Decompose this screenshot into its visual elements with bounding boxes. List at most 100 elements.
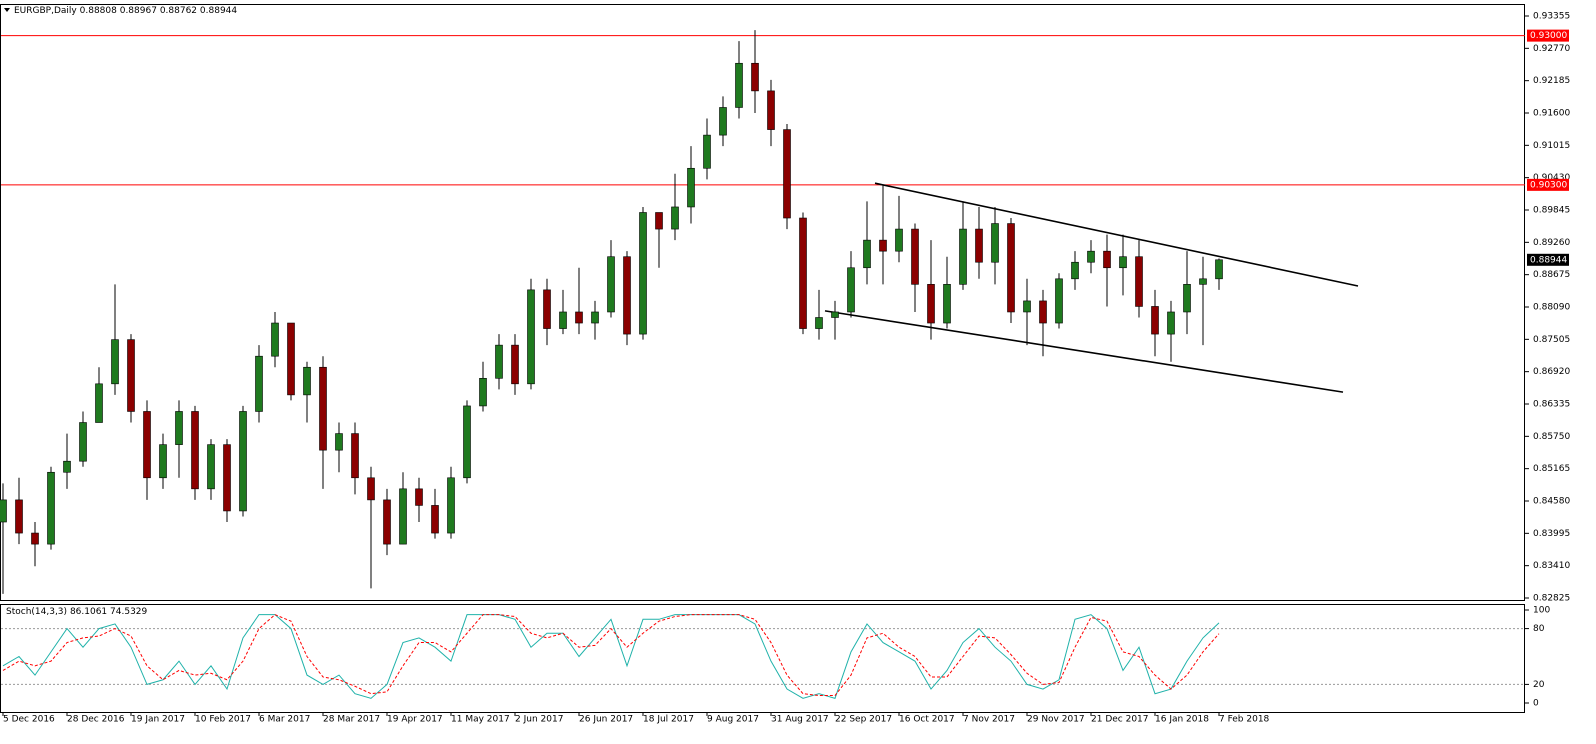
candle-body xyxy=(911,228,919,285)
y-tick-label: 0.92770 xyxy=(1533,44,1570,54)
candle-body xyxy=(671,206,679,230)
candle-body xyxy=(367,477,375,501)
ohlc-value: 0.88808 xyxy=(80,6,117,16)
y-tick-label: 0.87505 xyxy=(1533,335,1570,345)
candle-body xyxy=(639,212,647,335)
y-tick-label: 0 xyxy=(1533,699,1539,709)
x-tick-label: 18 Jul 2017 xyxy=(643,715,694,725)
candle-body xyxy=(319,366,327,451)
stoch-frame xyxy=(0,604,1525,713)
y-tick-label: 0.86920 xyxy=(1533,367,1570,377)
candle-body xyxy=(271,322,279,357)
candle-body xyxy=(1039,300,1047,324)
y-tick-label: 0.93355 xyxy=(1533,12,1570,22)
candle-body xyxy=(47,471,55,545)
x-tick-label: 10 Feb 2017 xyxy=(195,715,251,725)
y-tick-label: 0.88090 xyxy=(1533,303,1570,313)
ohlc-value: 0.88944 xyxy=(200,6,237,16)
candle-body xyxy=(479,377,487,407)
symbol: EURGBP,Daily xyxy=(14,6,77,16)
x-tick-label: 28 Mar 2017 xyxy=(323,715,380,725)
menu-arrow xyxy=(4,8,10,12)
candle-body xyxy=(303,366,311,396)
candle-body xyxy=(815,317,823,329)
y-tick-label: 0.90430 xyxy=(1533,173,1570,183)
candle-body xyxy=(415,488,423,506)
x-tick-label: 11 May 2017 xyxy=(451,715,510,725)
candle-body xyxy=(703,134,711,169)
x-tick-label: 22 Sep 2017 xyxy=(835,715,892,725)
indicator-value: 86.1061 xyxy=(70,607,107,617)
y-tick-label: 0.92185 xyxy=(1533,76,1570,86)
candle-body xyxy=(623,256,631,335)
candle-body xyxy=(1119,256,1127,269)
candle-body xyxy=(687,167,695,208)
trendline xyxy=(874,182,1359,287)
candle-body xyxy=(975,228,983,263)
candle-body xyxy=(431,505,439,534)
candle-body xyxy=(1071,261,1079,280)
ohlc-value: 0.88967 xyxy=(120,6,157,16)
stoch-header: Stoch(14,3,3) 86.1061 74.5329 xyxy=(6,607,148,617)
candle-body xyxy=(15,499,23,534)
y-tick-label: 0.88675 xyxy=(1533,270,1570,280)
candle-body xyxy=(559,311,567,329)
candle-body xyxy=(79,422,87,462)
candle-body xyxy=(527,289,535,385)
candle-body xyxy=(111,339,119,385)
candle-body xyxy=(1087,250,1095,263)
stoch-line xyxy=(2,614,1220,697)
x-tick-label: 5 Dec 2016 xyxy=(3,715,55,725)
candle-body xyxy=(127,339,135,412)
x-tick-label: 29 Nov 2017 xyxy=(1027,715,1085,725)
candle-body xyxy=(191,411,199,490)
price-label: 0.93000 xyxy=(1530,31,1567,41)
y-tick-label: 0.84580 xyxy=(1533,497,1570,507)
candle-body xyxy=(383,499,391,545)
candle-body xyxy=(751,62,759,92)
x-tick-label: 26 Jun 2017 xyxy=(579,715,633,725)
y-tick-label: 0.82825 xyxy=(1533,594,1570,604)
current-price-box xyxy=(1527,253,1569,266)
candle-body xyxy=(495,344,503,379)
candle-body xyxy=(783,129,791,219)
candle-body xyxy=(591,311,599,324)
y-tick-label: 0.83995 xyxy=(1533,529,1570,539)
x-tick-label: 6 Mar 2017 xyxy=(259,715,310,725)
x-tick-label: 2 Jun 2017 xyxy=(515,715,563,725)
candle-body xyxy=(863,239,871,269)
indicator-name: Stoch(14,3,3) xyxy=(6,607,67,617)
candle-body xyxy=(607,256,615,313)
candle-body xyxy=(447,477,455,534)
x-tick-label: 16 Oct 2017 xyxy=(899,715,955,725)
candle-body xyxy=(927,284,935,324)
candle-body xyxy=(399,488,407,545)
candle-body xyxy=(767,90,775,130)
candle-body xyxy=(1199,278,1207,285)
candle-body xyxy=(1007,223,1015,313)
ohlc-value: 0.88762 xyxy=(160,6,197,16)
price-label: 0.90300 xyxy=(1530,180,1567,190)
candle-body xyxy=(1183,284,1191,313)
candle-body xyxy=(575,311,583,324)
candle-body xyxy=(143,411,151,479)
x-tick-label: 16 Jan 2018 xyxy=(1155,715,1209,725)
candle-body xyxy=(31,532,39,545)
x-tick-label: 7 Nov 2017 xyxy=(963,715,1015,725)
candle-body xyxy=(1023,300,1031,313)
y-tick-label: 0.86335 xyxy=(1533,400,1570,410)
x-tick-label: 9 Aug 2017 xyxy=(707,715,759,725)
candle-body xyxy=(959,228,967,285)
x-tick-label: 28 Dec 2016 xyxy=(67,715,125,725)
candle-body xyxy=(895,228,903,252)
candle-body xyxy=(943,284,951,324)
candle-body xyxy=(351,433,359,479)
candle-body xyxy=(879,239,887,252)
candle-body xyxy=(63,460,71,473)
candle-body xyxy=(1151,306,1159,335)
y-tick-label: 100 xyxy=(1533,606,1550,616)
candle-body xyxy=(847,267,855,313)
candle-body xyxy=(287,322,295,396)
indicator-value: 74.5329 xyxy=(110,607,147,617)
